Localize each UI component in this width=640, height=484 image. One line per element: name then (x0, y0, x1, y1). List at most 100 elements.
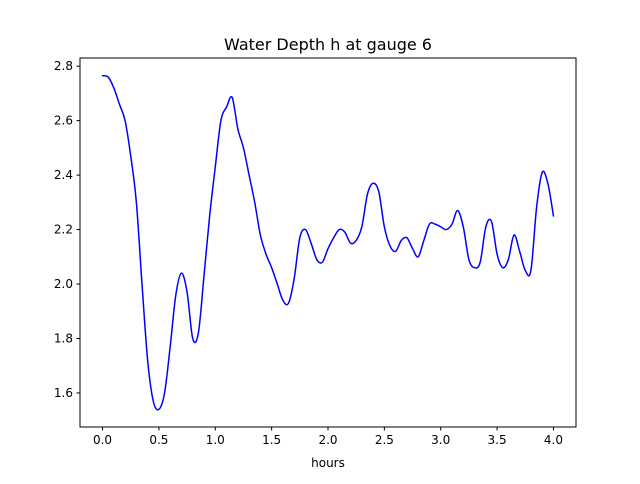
y-axis-ticks: 1.6 1.8 2.0 2.2 2.4 2.6 2.8 (54, 59, 80, 400)
data-point (378, 191, 380, 193)
x-tick-label: 2.0 (318, 433, 337, 447)
data-point (271, 267, 273, 269)
data-point (124, 120, 126, 122)
y-tick-label: 2.0 (54, 277, 73, 291)
data-point (400, 240, 402, 242)
data-point (485, 226, 487, 228)
x-tick-label: 3.5 (488, 433, 507, 447)
data-point (367, 193, 369, 195)
data-point (395, 251, 397, 253)
data-point (276, 283, 278, 285)
data-point (496, 253, 498, 255)
data-point (344, 231, 346, 233)
data-point (384, 226, 386, 228)
data-point (282, 300, 284, 302)
data-point (175, 294, 177, 296)
x-tick-label: 1.0 (206, 433, 225, 447)
data-point (192, 338, 194, 340)
data-point (316, 259, 318, 261)
data-point (462, 226, 464, 228)
y-tick-label: 1.6 (54, 386, 73, 400)
data-point (355, 240, 357, 242)
y-tick-label: 2.6 (54, 114, 73, 128)
x-tick-label: 2.5 (375, 433, 394, 447)
data-point (451, 223, 453, 225)
data-point (361, 226, 363, 228)
y-tick-label: 2.8 (54, 59, 73, 73)
data-point (214, 166, 216, 168)
data-point (305, 229, 307, 231)
data-point (423, 240, 425, 242)
data-point (203, 275, 205, 277)
data-point (502, 267, 504, 269)
data-point (299, 237, 301, 239)
data-point (519, 251, 521, 253)
data-point (429, 223, 431, 225)
data-point (260, 234, 262, 236)
y-tick-label: 2.4 (54, 168, 73, 182)
x-tick-label: 0.5 (149, 433, 168, 447)
data-point (248, 174, 250, 176)
data-point (491, 221, 493, 223)
data-point (102, 75, 104, 77)
data-point (434, 223, 436, 225)
x-tick-label: 4.0 (544, 433, 563, 447)
data-point (333, 237, 335, 239)
data-point (136, 202, 138, 204)
data-point (113, 87, 115, 89)
x-tick-label: 1.5 (262, 433, 281, 447)
x-tick-label: 0.0 (93, 433, 112, 447)
data-point (119, 104, 121, 106)
data-point (158, 409, 160, 411)
data-point (536, 207, 538, 209)
x-axis-label: hours (311, 456, 345, 470)
data-point (479, 261, 481, 263)
data-point (530, 270, 532, 272)
y-tick-label: 2.2 (54, 223, 73, 237)
data-point (457, 210, 459, 212)
data-point (327, 248, 329, 250)
data-point (231, 97, 233, 99)
data-point (541, 172, 543, 174)
data-point (181, 272, 183, 274)
data-point (237, 128, 239, 130)
data-point (417, 256, 419, 258)
data-point (310, 242, 312, 244)
data-point (226, 106, 228, 108)
data-point (547, 182, 549, 184)
data-point (220, 120, 222, 122)
data-point (468, 259, 470, 261)
data-point (446, 229, 448, 231)
data-point (389, 245, 391, 247)
x-axis-ticks: 0.0 0.5 1.0 1.5 2.0 2.5 3.0 3.5 4.0 (93, 427, 563, 447)
data-points (102, 75, 555, 410)
data-point (322, 261, 324, 263)
data-point (440, 226, 442, 228)
data-point (152, 400, 154, 402)
chart-title: Water Depth h at gauge 6 (224, 35, 432, 54)
data-point (243, 147, 245, 149)
data-point (553, 215, 555, 217)
series-line (101, 74, 555, 411)
data-point (293, 278, 295, 280)
x-tick-label: 3.0 (431, 433, 450, 447)
data-point (164, 392, 166, 394)
data-point (141, 283, 143, 285)
data-point (406, 237, 408, 239)
data-point (254, 202, 256, 204)
data-point (209, 215, 211, 217)
data-point (513, 234, 515, 236)
data-point (288, 302, 290, 304)
data-point (147, 359, 149, 361)
data-point (524, 270, 526, 272)
data-point (508, 259, 510, 261)
data-point (474, 267, 476, 269)
data-point (130, 155, 132, 157)
plot-area (101, 74, 555, 411)
data-point (107, 76, 109, 78)
axes-frame (79, 57, 577, 428)
data-point (186, 291, 188, 293)
data-point (198, 332, 200, 334)
